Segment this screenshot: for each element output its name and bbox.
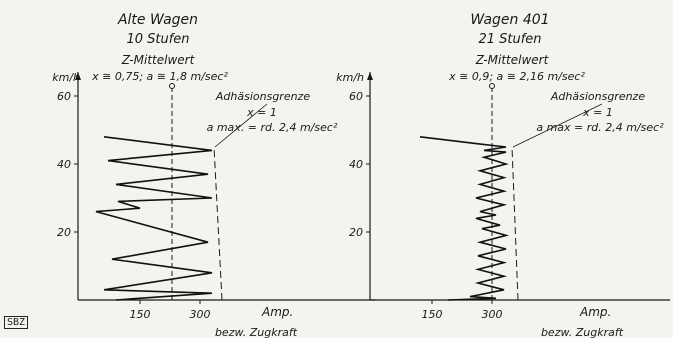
panel1-limit-amax: a max. = rd. 2,4 m/sec² bbox=[207, 121, 338, 134]
panel1-mean-marker bbox=[169, 83, 175, 89]
panel1-series-line bbox=[95, 136, 213, 301]
panel1-y-tick-label: 60 bbox=[57, 90, 71, 103]
panel2-y-tick-label: 60 bbox=[349, 90, 363, 103]
panel1-subtitle: 10 Stufen bbox=[126, 32, 189, 47]
panel2-x-axis-label-2: bezw. Zugkraft bbox=[541, 326, 624, 338]
sbz-badge: SBZ bbox=[4, 316, 29, 329]
panel1-x-tick-label: 150 bbox=[130, 308, 151, 321]
panel2-limit-amax: a max = rd. 2,4 m/sec² bbox=[536, 121, 664, 134]
panel1-y-tick-label: 40 bbox=[57, 158, 71, 171]
panel2-x-tick-label: 150 bbox=[422, 308, 443, 321]
panel2-adhesion-limit-line bbox=[511, 146, 519, 301]
panel1-limit-x: x = 1 bbox=[246, 106, 277, 119]
panel2-mean-values: x ≅ 0,9; a ≅ 2,16 m/sec² bbox=[448, 70, 585, 83]
panel1-y-tick-label: 20 bbox=[57, 226, 71, 239]
panel2-x-axis-label: Amp. bbox=[579, 305, 611, 319]
panel1-y-axis-arrow bbox=[75, 72, 81, 80]
panel2-title: Wagen 401 bbox=[470, 12, 549, 28]
panel2-y-axis-label: km/h bbox=[336, 71, 364, 84]
panel2-x-tick-label: 300 bbox=[482, 308, 503, 321]
panel1-adhesion-leader bbox=[214, 103, 268, 148]
panel2-subtitle: 21 Stufen bbox=[478, 32, 541, 47]
panel2-mean-marker bbox=[489, 83, 495, 89]
panel1-y-axis-label: km/h bbox=[52, 71, 80, 84]
panel1-mean-values: x ≅ 0,75; a ≅ 1,8 m/sec² bbox=[91, 70, 228, 83]
panel1-limit-label: Adhäsionsgrenze bbox=[215, 90, 310, 103]
panel1-mean-label: Z-Mittelwert bbox=[121, 53, 196, 67]
panel1-x-axis-label-2: bezw. Zugkraft bbox=[215, 326, 298, 338]
panel1-x-axis-label: Amp. bbox=[261, 305, 293, 319]
panel2-limit-label: Adhäsionsgrenze bbox=[550, 90, 645, 103]
panel2-limit-x: x = 1 bbox=[582, 106, 613, 119]
panel1-x-tick-label: 300 bbox=[190, 308, 211, 321]
panel2-y-axis-arrow bbox=[367, 72, 373, 80]
panel2-y-tick-label: 40 bbox=[349, 158, 363, 171]
panel2-y-tick-label: 20 bbox=[349, 226, 363, 239]
panel2-series-line bbox=[419, 136, 510, 301]
panel1-title: Alte Wagen bbox=[117, 12, 198, 28]
panel1-adhesion-limit-line bbox=[213, 146, 223, 301]
panel2-mean-label: Z-Mittelwert bbox=[475, 53, 550, 67]
panel2-adhesion-leader bbox=[512, 103, 603, 148]
